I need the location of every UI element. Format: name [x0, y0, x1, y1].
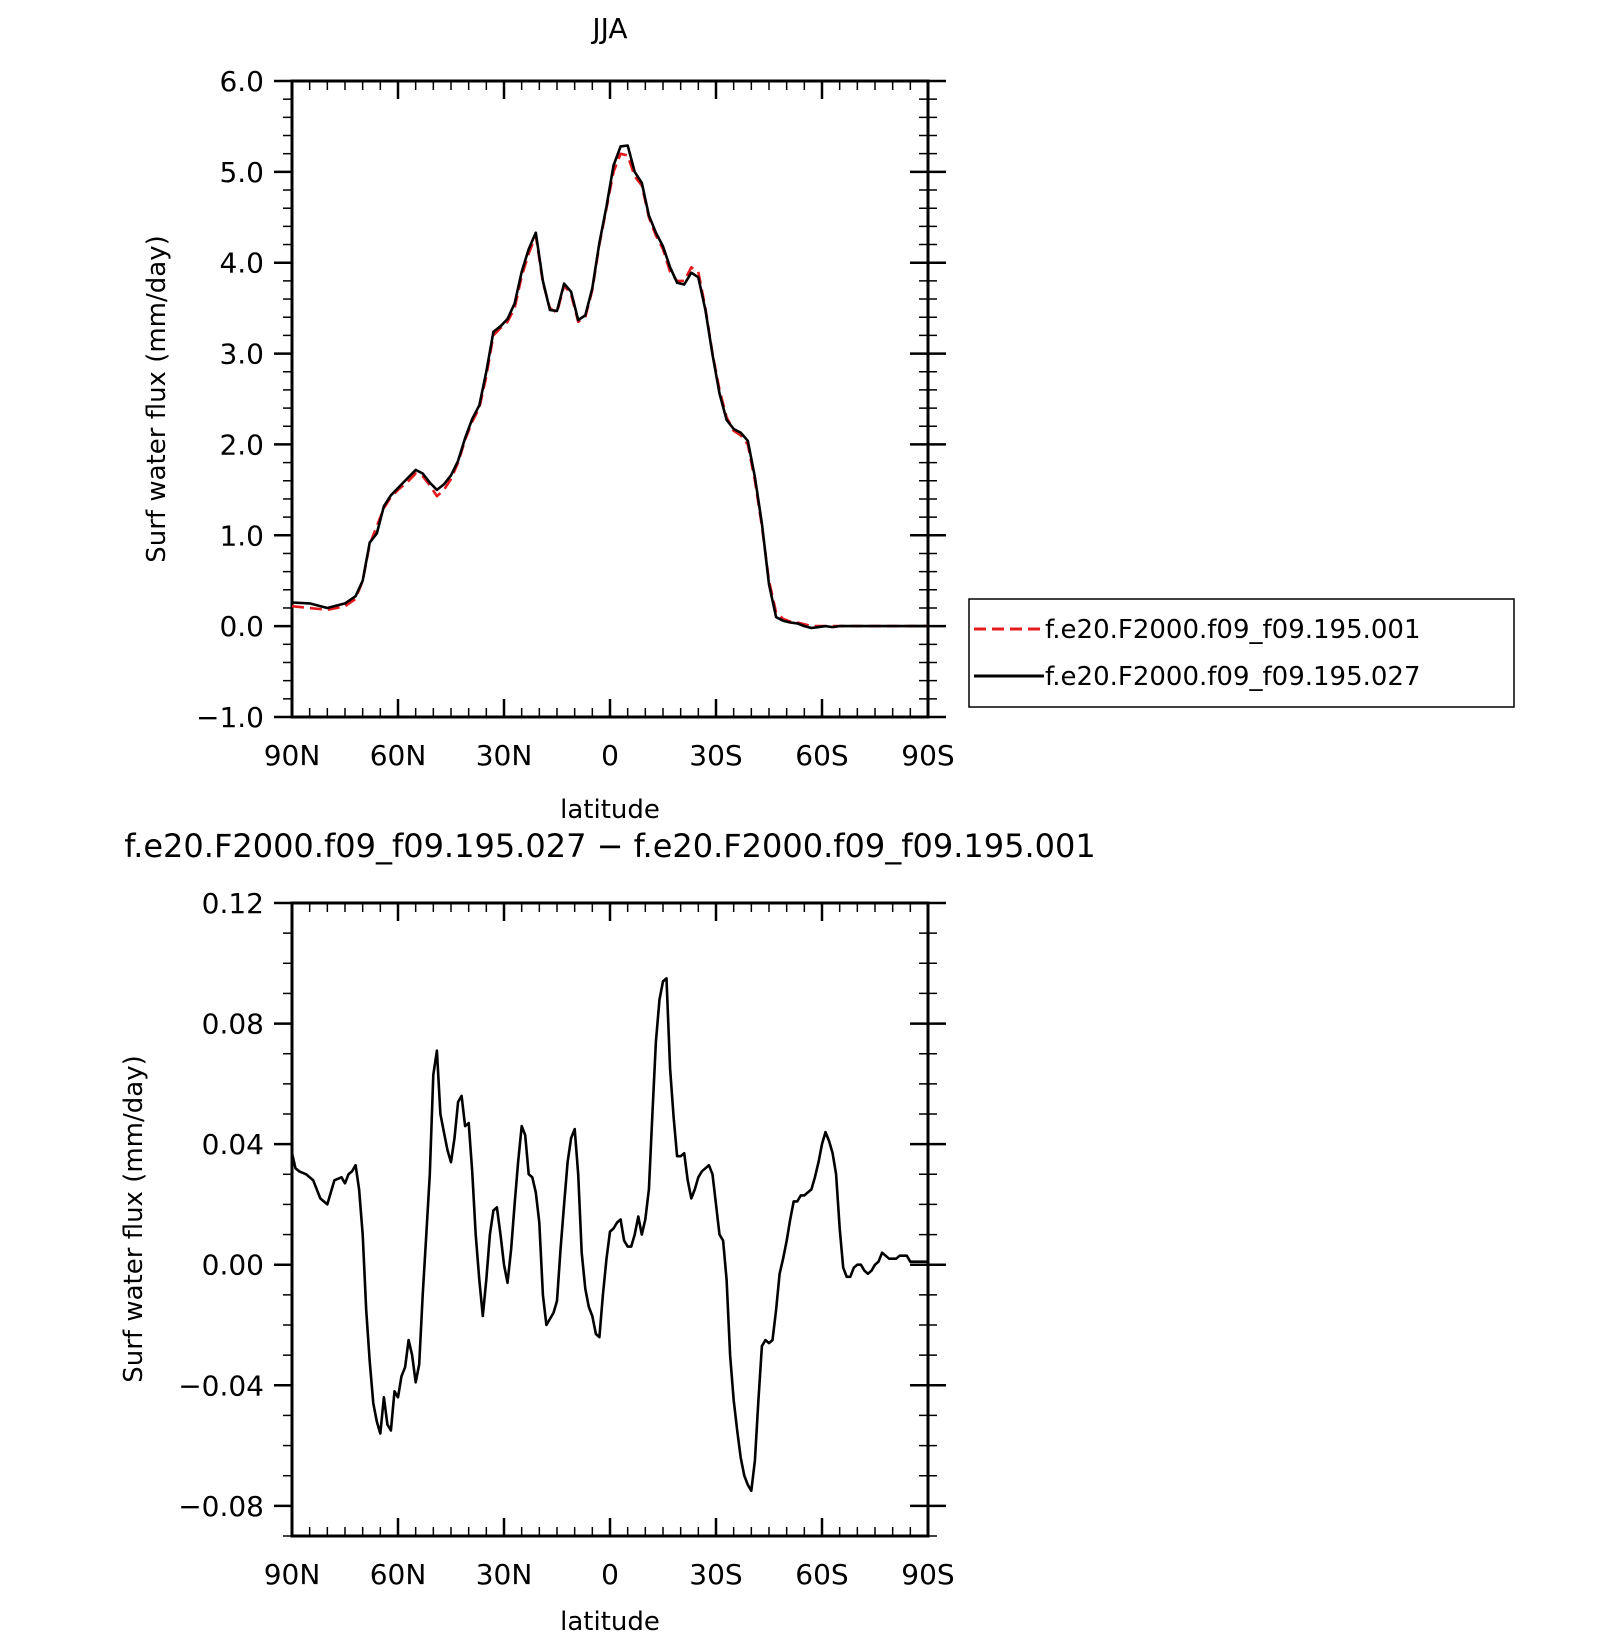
chart-bottom: f.e20.F2000.f09_f09.195.027 − f.e20.F200…: [119, 827, 1096, 1635]
series-line-1: [291, 152, 928, 628]
x-tick-label: 0: [601, 739, 619, 772]
y-tick-label: 5.0: [219, 156, 264, 189]
series-line-2: [291, 144, 928, 630]
y-tick-label: 0.12: [202, 887, 264, 920]
chart-bottom-plot-frame: [290, 901, 930, 1538]
legend-label-series-2: f.e20.F2000.f09_f09.195.027: [1045, 662, 1421, 692]
x-tick-label: 60S: [795, 739, 848, 772]
x-tick-label: 60S: [795, 1558, 848, 1591]
x-tick-label: 90S: [901, 739, 954, 772]
y-tick-label: −0.08: [178, 1490, 264, 1523]
x-tick-label: 30S: [689, 1558, 742, 1591]
y-tick-label: 0.04: [202, 1128, 264, 1161]
x-tick-label: 90N: [264, 1558, 321, 1591]
x-tick-label: 0: [601, 1558, 619, 1591]
y-tick-label: −0.04: [178, 1369, 264, 1402]
chart-top-ticks: 90N 60N 30N 0 30S 60S 90S −1.0 0.0 1.0 2.0 3.0 4.0 5.…: [196, 65, 955, 772]
x-tick-label: 90S: [901, 1558, 954, 1591]
chart-bottom-title: f.e20.F2000.f09_f09.195.027 − f.e20.F200…: [124, 827, 1096, 865]
chart-bottom-ticks: 90N 60N 30N 0 30S 60S 90S −0.08 −0.04 0.00 0.04 0.0…: [178, 887, 955, 1591]
y-tick-label: 0.08: [202, 1008, 264, 1041]
chart-top: JJA 90N 60N 30N 0 30S 60S 90S −1.0 0.0 1.0 2.0 3.0 4…: [142, 12, 1515, 825]
chart-bottom-x-axis-label: latitude: [560, 1607, 660, 1635]
legend-label-series-1: f.e20.F2000.f09_f09.195.001: [1045, 615, 1421, 645]
chart-bottom-y-axis-label: Surf water flux (mm/day): [119, 1055, 149, 1382]
x-tick-label: 30N: [476, 739, 533, 772]
chart-top-x-axis-label: latitude: [560, 795, 660, 825]
x-tick-label: 60N: [370, 739, 427, 772]
y-tick-label: 1.0: [219, 519, 264, 552]
chart-bottom-series-lines: [290, 977, 928, 1493]
y-tick-label: 0.00: [202, 1249, 264, 1282]
chart-top-title: JJA: [590, 12, 627, 45]
y-tick-label: 4.0: [219, 247, 264, 280]
y-tick-label: 6.0: [219, 65, 264, 98]
y-tick-label: 3.0: [219, 338, 264, 371]
chart-top-series-lines: [291, 144, 928, 630]
x-tick-label: 30N: [476, 1558, 533, 1591]
chart-top-plot-frame: [290, 79, 930, 719]
x-tick-label: 60N: [370, 1558, 427, 1591]
y-tick-label: 2.0: [219, 428, 264, 461]
y-tick-label: −1.0: [196, 701, 264, 734]
chart-top-y-axis-label: Surf water flux (mm/day): [142, 235, 172, 562]
legend-box: [968, 598, 1515, 708]
y-tick-label: 0.0: [219, 610, 264, 643]
x-tick-label: 90N: [264, 739, 321, 772]
chart-top-legend: f.e20.F2000.f09_f09.195.001 f.e20.F2000.…: [968, 598, 1515, 708]
series-line-1: [290, 977, 928, 1493]
x-tick-label: 30S: [689, 739, 742, 772]
